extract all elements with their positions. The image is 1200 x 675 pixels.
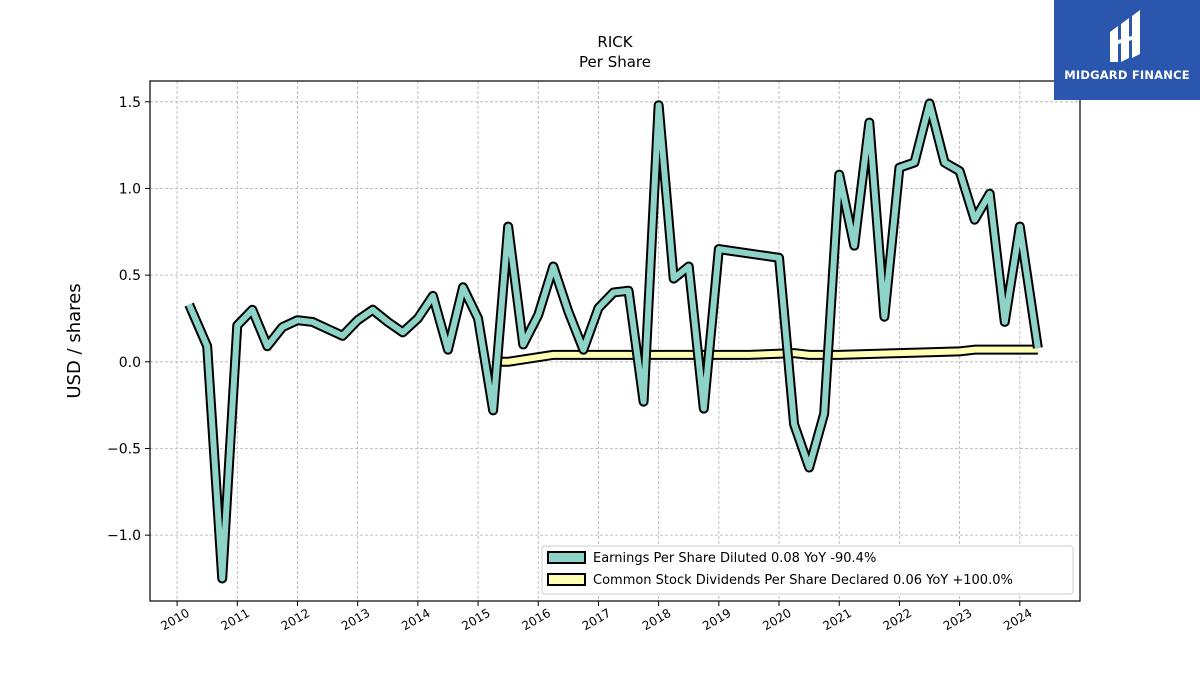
legend-swatch-dividends xyxy=(547,573,586,586)
x-tick-label: 2024 xyxy=(1001,606,1034,633)
y-tick-label: 0.5 xyxy=(119,268,141,284)
y-tick-label: 0.0 xyxy=(119,355,141,371)
y-tick-label: −0.5 xyxy=(107,441,141,457)
x-tick-label: 2018 xyxy=(640,606,673,633)
x-tick-label: 2014 xyxy=(399,606,432,633)
chart-subtitle: Per Share xyxy=(579,53,651,71)
series-layer xyxy=(184,98,1043,584)
legend-box xyxy=(541,545,1074,595)
dividends-series-line xyxy=(493,346,1038,365)
x-tick-label: 2010 xyxy=(158,606,191,633)
x-tick-label: 2019 xyxy=(700,606,733,633)
x-tick-label: 2023 xyxy=(941,606,974,633)
x-tick-label: 2022 xyxy=(881,606,914,633)
brand-logo: MIDGARD FINANCE xyxy=(1054,0,1200,100)
legend-label-dividends: Common Stock Dividends Per Share Declare… xyxy=(593,573,1013,588)
y-tick-label: 1.0 xyxy=(119,181,141,197)
plot-frame xyxy=(149,80,1081,602)
legend: Earnings Per Share Diluted 0.08 YoY -90.… xyxy=(541,545,1074,595)
x-tick-label: 2016 xyxy=(520,606,553,633)
x-tick-label: 2021 xyxy=(820,606,853,633)
x-tick-label: 2013 xyxy=(339,606,372,633)
y-tick-label: −1.0 xyxy=(107,528,141,544)
x-tick-label: 2020 xyxy=(760,606,793,633)
x-tick-label: 2015 xyxy=(459,606,492,633)
x-tick-label: 2011 xyxy=(219,606,252,633)
eps-series-line xyxy=(186,100,1041,582)
y-tick-label: 1.5 xyxy=(119,95,141,111)
brand-mark-icon xyxy=(1110,10,1140,62)
eps-series-line-outline xyxy=(184,98,1043,584)
legend-label-eps: Earnings Per Share Diluted 0.08 YoY -90.… xyxy=(593,551,876,566)
y-axis-label: USD / shares xyxy=(64,283,85,398)
x-tick-label: 2017 xyxy=(580,606,613,633)
x-tick-label: 2012 xyxy=(279,606,312,633)
legend-swatch-eps xyxy=(547,551,586,564)
brand-name: MIDGARD FINANCE xyxy=(1064,68,1190,82)
chart-title: RICK xyxy=(597,33,633,51)
